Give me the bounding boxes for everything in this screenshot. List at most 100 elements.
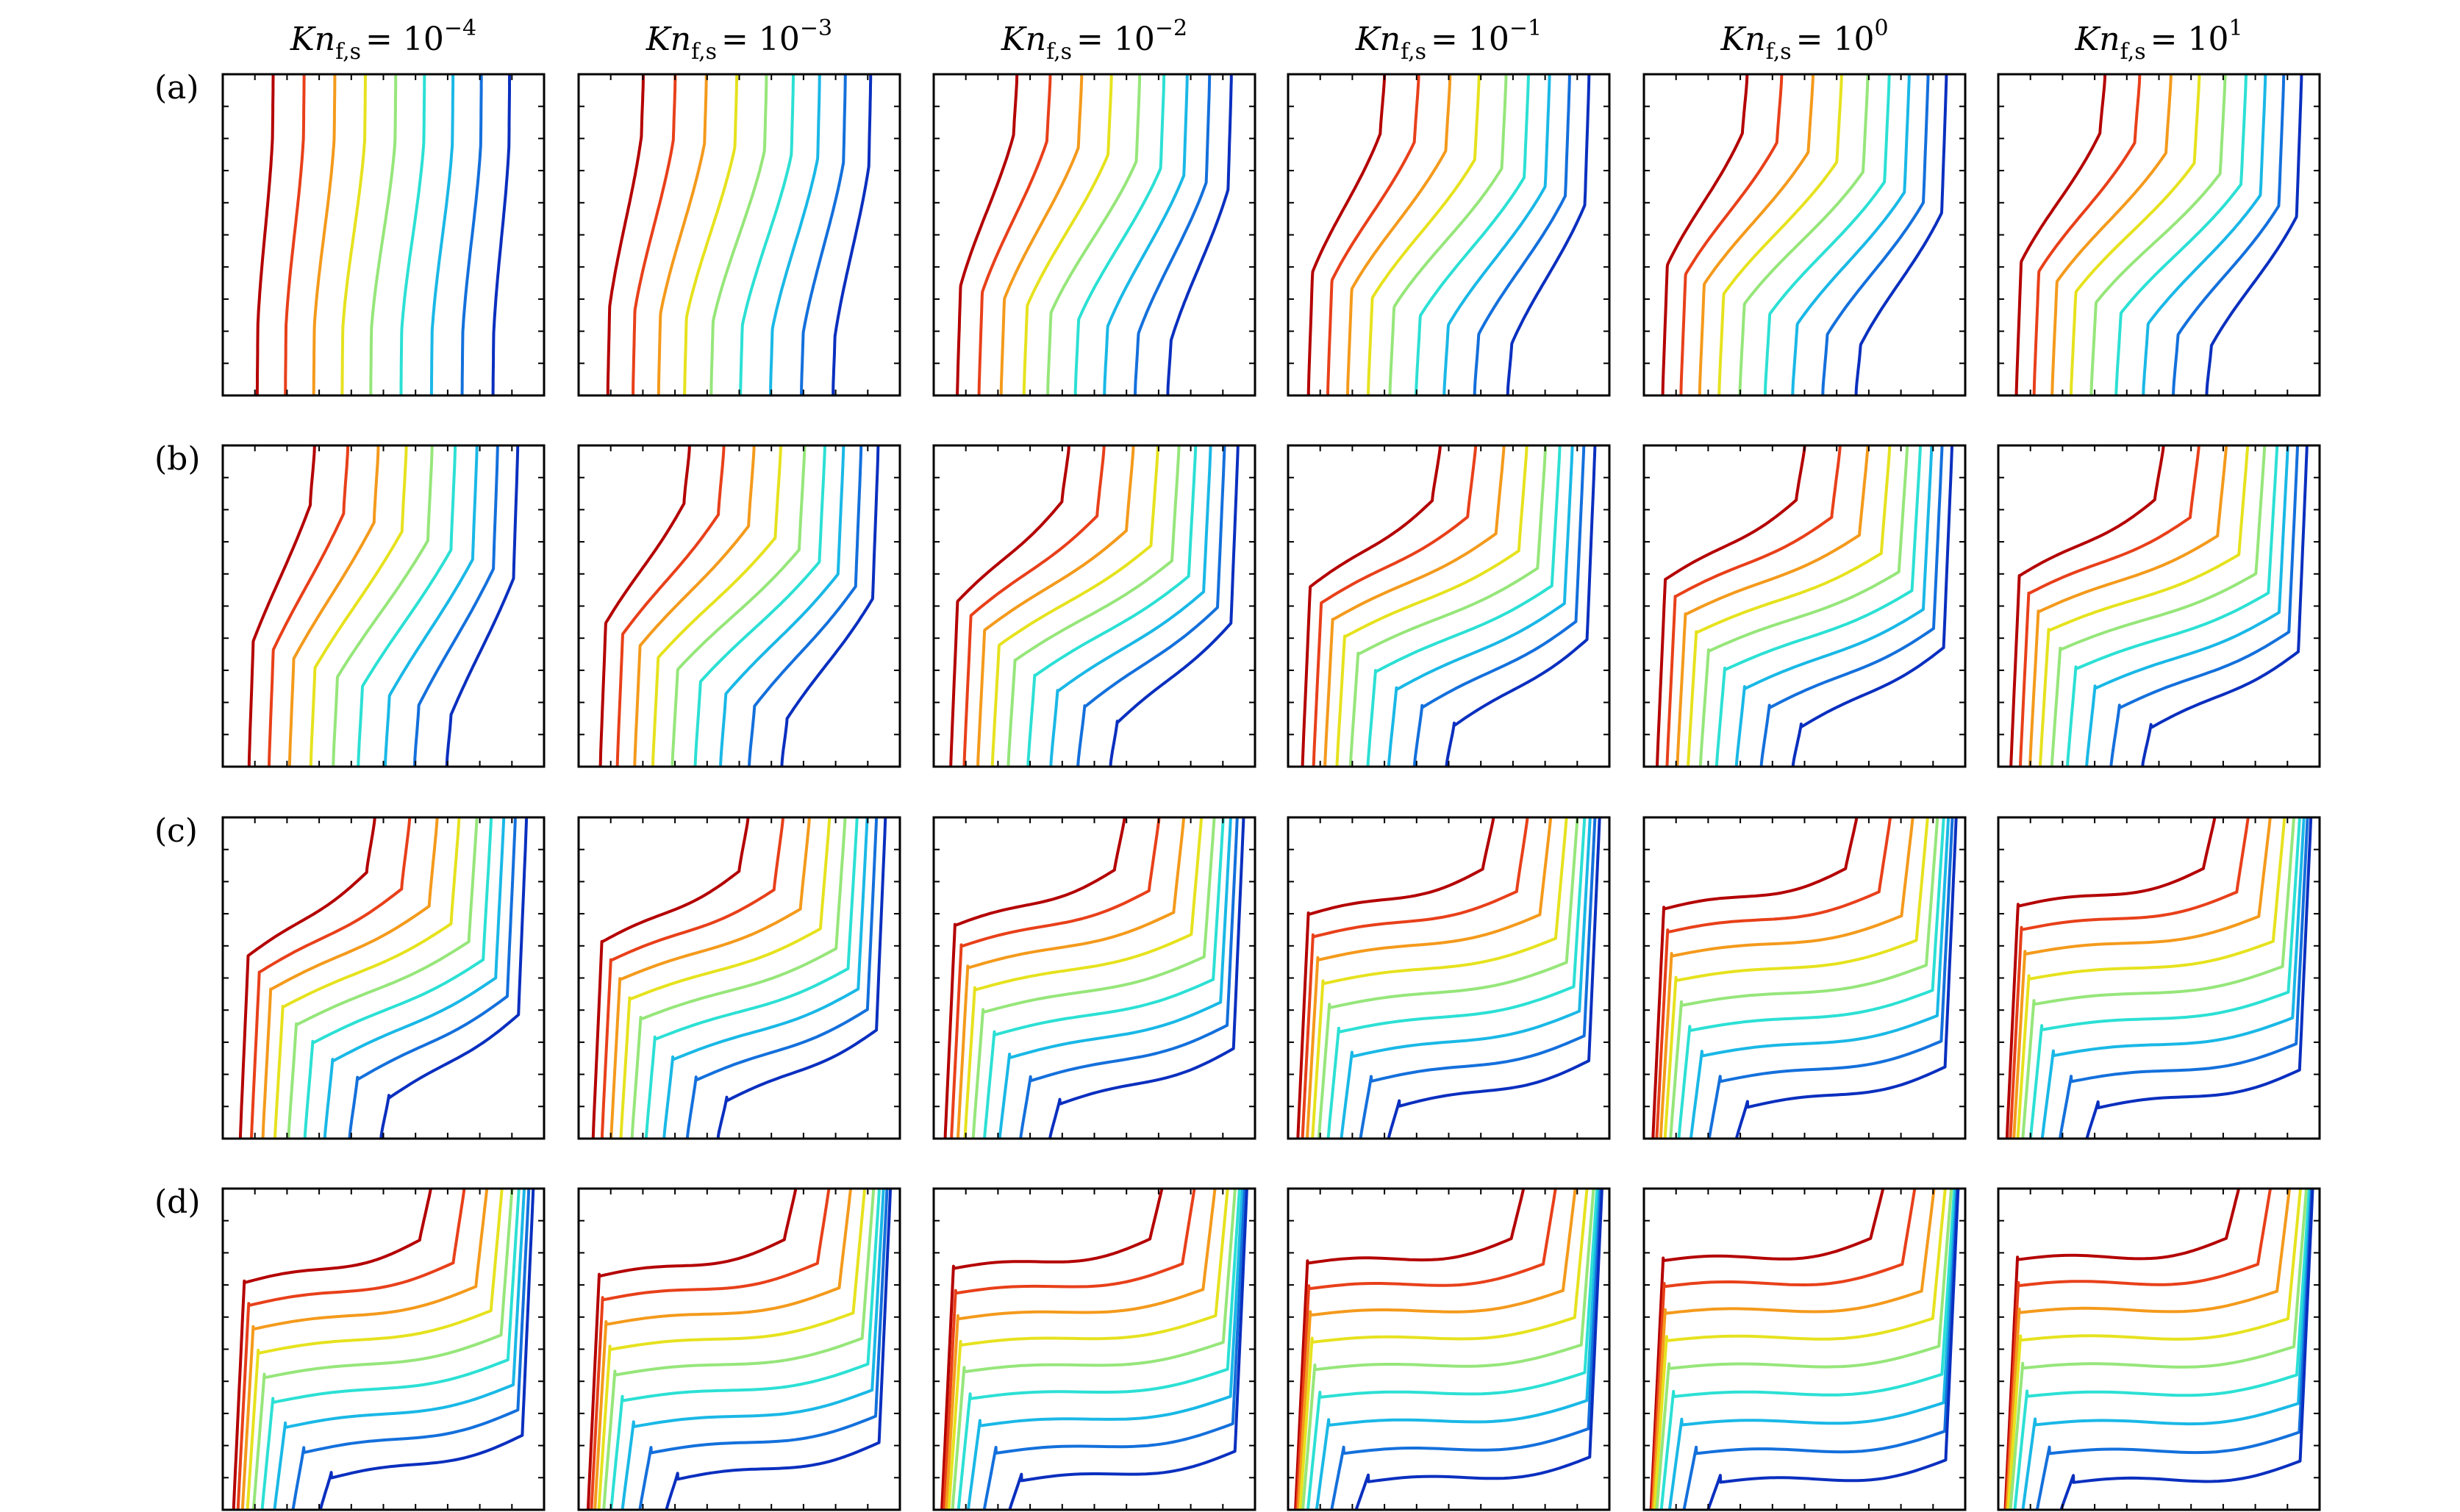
kn-symbol: Kn bbox=[1720, 21, 1765, 58]
column-title-1: Knf,s = 10−4 bbox=[290, 15, 476, 65]
contour-line bbox=[1008, 1189, 1248, 1510]
contour-lines bbox=[1296, 817, 1601, 1139]
contour-line bbox=[1679, 74, 1784, 395]
kn-symbol: Kn bbox=[1355, 21, 1401, 58]
contour-lines bbox=[1294, 1189, 1603, 1510]
contour-line bbox=[593, 1189, 852, 1510]
contour-line bbox=[638, 1189, 889, 1510]
panel-c-1 bbox=[221, 816, 546, 1140]
contour-line bbox=[800, 74, 847, 395]
panel-a-3 bbox=[932, 73, 1256, 397]
contour-line bbox=[940, 1189, 1164, 1510]
contour-line bbox=[1649, 1189, 1885, 1510]
panel-c-5 bbox=[1642, 816, 1967, 1140]
contour-line bbox=[2032, 74, 2142, 395]
kn-subscript: f,s bbox=[1766, 39, 1792, 65]
axis-ticks bbox=[1998, 445, 2320, 767]
contour-line bbox=[998, 817, 1232, 1139]
axis-ticks bbox=[579, 1189, 900, 1510]
contour-line bbox=[2050, 74, 2173, 395]
contour-line bbox=[369, 74, 398, 395]
panel-frame bbox=[577, 1187, 901, 1511]
contour-line bbox=[780, 445, 880, 767]
contour-line bbox=[1301, 445, 1442, 767]
contour-line bbox=[2114, 74, 2248, 395]
contour-line bbox=[1734, 445, 1934, 767]
contour-line bbox=[2006, 1189, 2302, 1510]
contour-line bbox=[2040, 817, 2306, 1139]
contour-line bbox=[1412, 445, 1586, 767]
contour-line bbox=[2019, 445, 2200, 767]
column-title-2: Knf,s = 10−3 bbox=[646, 15, 832, 65]
contour-line bbox=[951, 1189, 1237, 1510]
contour-line bbox=[990, 445, 1159, 767]
contour-line bbox=[357, 445, 457, 767]
contour-line bbox=[261, 817, 439, 1139]
contour-line bbox=[1301, 817, 1529, 1139]
panel-a-4 bbox=[1287, 73, 1611, 397]
contour-line bbox=[963, 817, 1204, 1139]
contour-line bbox=[1821, 74, 1930, 395]
panel-a-5 bbox=[1642, 73, 1967, 397]
contour-line bbox=[1763, 74, 1891, 395]
contour-line bbox=[2009, 817, 2250, 1139]
contour-line bbox=[977, 74, 1052, 395]
contour-lines bbox=[591, 817, 887, 1139]
contour-line bbox=[1166, 74, 1233, 395]
contour-line bbox=[2014, 74, 2107, 395]
contour-line bbox=[1348, 445, 1548, 767]
column-title-5: Knf,s = 100 bbox=[1720, 15, 1888, 65]
kn-exponent: −2 bbox=[1155, 15, 1187, 41]
kn-symbol: Kn bbox=[290, 21, 335, 58]
contour-line bbox=[1663, 817, 1929, 1139]
contour-line bbox=[2021, 817, 2295, 1139]
contour-line bbox=[1651, 1189, 1917, 1510]
contour-line bbox=[1326, 74, 1420, 395]
contour-line bbox=[2039, 445, 2250, 767]
contour-line bbox=[1717, 74, 1843, 395]
kn-equals: = 10 bbox=[1796, 21, 1875, 58]
contour-line bbox=[591, 817, 750, 1139]
column-title-6: Knf,s = 101 bbox=[2074, 15, 2242, 65]
kn-subscript: f,s bbox=[691, 39, 717, 65]
kn-exponent: −1 bbox=[1509, 15, 1542, 41]
contour-line bbox=[2172, 74, 2286, 395]
contour-line bbox=[632, 74, 677, 395]
contour-line bbox=[2066, 445, 2279, 767]
contour-lines bbox=[1301, 445, 1597, 767]
contour-line bbox=[615, 445, 726, 767]
column-title-4: Knf,s = 10−1 bbox=[1355, 15, 1542, 65]
contour-line bbox=[2085, 445, 2289, 767]
contour-line bbox=[1651, 1189, 1936, 1510]
contour-line bbox=[671, 445, 807, 767]
axis-ticks bbox=[1644, 74, 1965, 395]
contour-line bbox=[1312, 445, 1478, 767]
kn-exponent: 1 bbox=[2228, 15, 2242, 41]
contour-line bbox=[2013, 1189, 2311, 1510]
contour-line bbox=[590, 1189, 831, 1510]
contour-line bbox=[943, 1189, 1196, 1510]
kn-exponent: −4 bbox=[444, 15, 476, 41]
kn-equals: = 10 bbox=[365, 21, 444, 58]
contour-line bbox=[609, 817, 811, 1139]
panel-frame bbox=[1997, 73, 2321, 397]
contour-line bbox=[947, 1189, 1229, 1510]
contour-line bbox=[1295, 1189, 1557, 1510]
contour-line bbox=[945, 1189, 1217, 1510]
contour-lines bbox=[2009, 445, 2309, 767]
contour-line bbox=[2003, 1189, 2240, 1510]
contour-line bbox=[445, 445, 520, 767]
contour-line bbox=[1707, 817, 1954, 1139]
contour-line bbox=[1698, 74, 1814, 395]
row-label-b: (b) bbox=[154, 440, 201, 478]
contour-line bbox=[1359, 817, 1597, 1139]
contour-lines bbox=[598, 445, 880, 767]
axis-ticks bbox=[223, 74, 544, 395]
contour-line bbox=[1345, 74, 1452, 395]
contour-line bbox=[693, 445, 826, 767]
contour-line bbox=[967, 1189, 1244, 1510]
contour-line bbox=[1659, 1189, 1956, 1510]
kn-subscript: f,s bbox=[335, 39, 361, 65]
contour-line bbox=[1311, 817, 1568, 1139]
